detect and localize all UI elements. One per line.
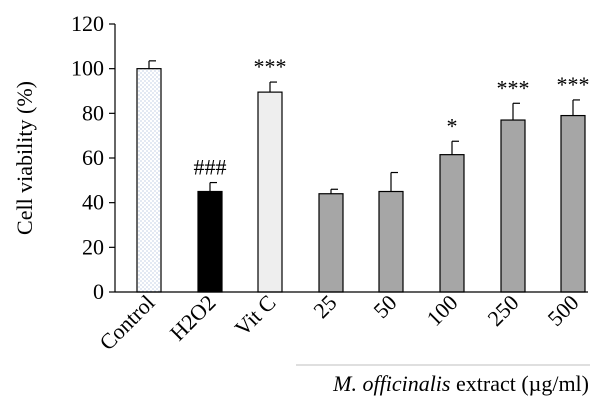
bars: ###******* *** (136, 54, 590, 293)
bar (197, 190, 223, 293)
bar (439, 154, 465, 293)
bar (136, 68, 162, 293)
x-tick-label: 250 (483, 290, 524, 331)
x-axis-tick-labels: Control H2O2 Vit C 25 50 100 250 500 (94, 290, 583, 355)
x-tick-label: Vit C (230, 290, 281, 341)
significance-label: *** (557, 72, 590, 97)
bar (500, 119, 526, 293)
x-tick-label: 50 (368, 290, 401, 323)
y-tick-label: 20 (82, 234, 104, 259)
bar (318, 193, 344, 293)
y-tick-label: 40 (82, 190, 104, 215)
y-tick-label: 0 (93, 279, 104, 304)
bar (257, 91, 283, 293)
y-axis-ticks: 0 20 40 60 80 100 120 (71, 11, 115, 304)
significance-label: *** (497, 75, 530, 100)
significance-label: * (447, 113, 458, 138)
x-axis-label: M. officinalis extract (µg/ml) (332, 371, 589, 396)
y-tick-label: 60 (82, 145, 104, 170)
significance-label: *** (254, 54, 287, 79)
bar (378, 190, 404, 293)
y-tick-label: 80 (82, 100, 104, 125)
x-tick-label: 25 (308, 290, 341, 323)
y-axis-label: Cell viability (%) (12, 81, 37, 235)
bar (560, 114, 586, 293)
x-tick-label: 100 (422, 290, 463, 331)
x-tick-label: H2O2 (165, 290, 221, 346)
x-axis-label-rest: extract (µg/ml) (450, 371, 589, 396)
significance-label: ### (194, 155, 227, 180)
x-axis-label-italic: M. officinalis (332, 371, 450, 396)
x-tick-label: 500 (543, 290, 584, 331)
y-tick-label: 120 (71, 11, 104, 36)
y-tick-label: 100 (71, 56, 104, 81)
x-tick-label: Control (94, 290, 159, 355)
